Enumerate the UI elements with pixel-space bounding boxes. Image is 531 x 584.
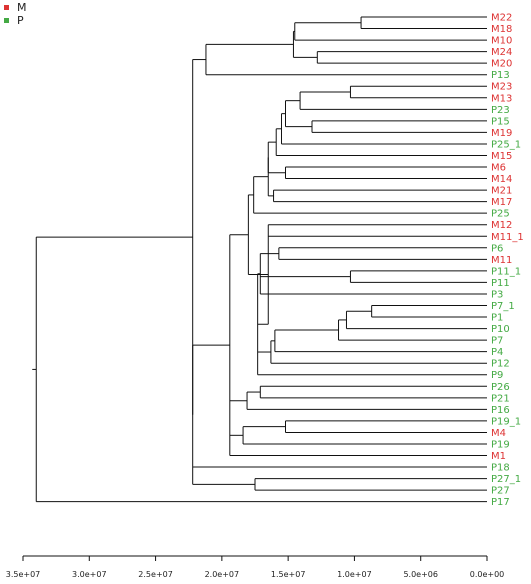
- leaf-label: P11: [491, 278, 510, 289]
- x-tick-label: 2.0e+07: [205, 570, 240, 579]
- leaf-label: M22: [491, 13, 512, 24]
- legend-swatch-m: [4, 5, 9, 10]
- leaf-label: P25_1: [491, 139, 521, 150]
- leaf-label: P13: [491, 70, 510, 81]
- leaf-label: P1: [491, 313, 503, 324]
- x-tick-label: 3.5e+07: [6, 570, 41, 579]
- leaf-label: P26: [491, 382, 510, 393]
- leaf-label: P16: [491, 405, 510, 416]
- leaf-label: M12: [491, 220, 512, 231]
- leaf-label: P7_1: [491, 301, 515, 312]
- leaf-label: P19: [491, 439, 510, 450]
- leaf-label: M20: [491, 59, 512, 70]
- x-tick-label: 1.5e+07: [271, 570, 306, 579]
- leaf-label: M15: [491, 151, 512, 162]
- leaf-label: M23: [491, 82, 512, 93]
- leaf-label: M19: [491, 128, 512, 139]
- leaf-label: P7: [491, 336, 503, 347]
- leaf-label: M11_1: [491, 232, 524, 243]
- x-tick-label: 0.0e+00: [470, 570, 505, 579]
- leaf-label: M1: [491, 451, 506, 462]
- leaf-label: P23: [491, 105, 510, 116]
- leaf-label: M4: [491, 428, 506, 439]
- leaf-label: P15: [491, 116, 510, 127]
- leaf-labels: M22M18M10M24M20P13M23M13P23P15M19P25_1M1…: [491, 13, 524, 509]
- leaf-label: P17: [491, 497, 510, 508]
- leaf-label: M6: [491, 163, 506, 174]
- leaf-label: P12: [491, 359, 510, 370]
- leaf-label: P11_1: [491, 266, 521, 277]
- leaf-label: P27: [491, 486, 510, 497]
- x-tick-label: 5.0e+06: [403, 570, 438, 579]
- legend-label-m: M: [17, 1, 27, 14]
- leaf-label: M21: [491, 186, 512, 197]
- x-tick-label: 2.5e+07: [138, 570, 173, 579]
- leaf-label: P25: [491, 209, 510, 220]
- leaf-label: M24: [491, 47, 512, 58]
- leaf-label: M11: [491, 255, 512, 266]
- x-tick-label: 1.0e+07: [337, 570, 372, 579]
- leaf-label: P27_1: [491, 474, 521, 485]
- leaf-label: M17: [491, 197, 512, 208]
- leaf-label: M10: [491, 36, 512, 47]
- leaf-label: P18: [491, 463, 510, 474]
- legend: M P: [4, 1, 27, 27]
- x-tick-label: 3.0e+07: [72, 570, 107, 579]
- leaf-label: P21: [491, 393, 510, 404]
- leaf-label: P10: [491, 324, 510, 335]
- leaf-label: P4: [491, 347, 503, 358]
- x-axis: 3.5e+07 3.0e+07 2.5e+07 2.0e+07 1.5e+07 1.0e+…: [6, 555, 505, 579]
- leaf-label: P6: [491, 243, 503, 254]
- leaf-label: P3: [491, 289, 503, 300]
- dendrogram-branches: [32, 16, 487, 503]
- legend-label-p: P: [17, 14, 24, 27]
- leaf-label: M14: [491, 174, 512, 185]
- leaf-label: M18: [491, 24, 512, 35]
- leaf-label: P9: [491, 370, 503, 381]
- leaf-label: P19_1: [491, 416, 521, 427]
- leaf-label: M13: [491, 93, 512, 104]
- legend-swatch-p: [4, 18, 9, 23]
